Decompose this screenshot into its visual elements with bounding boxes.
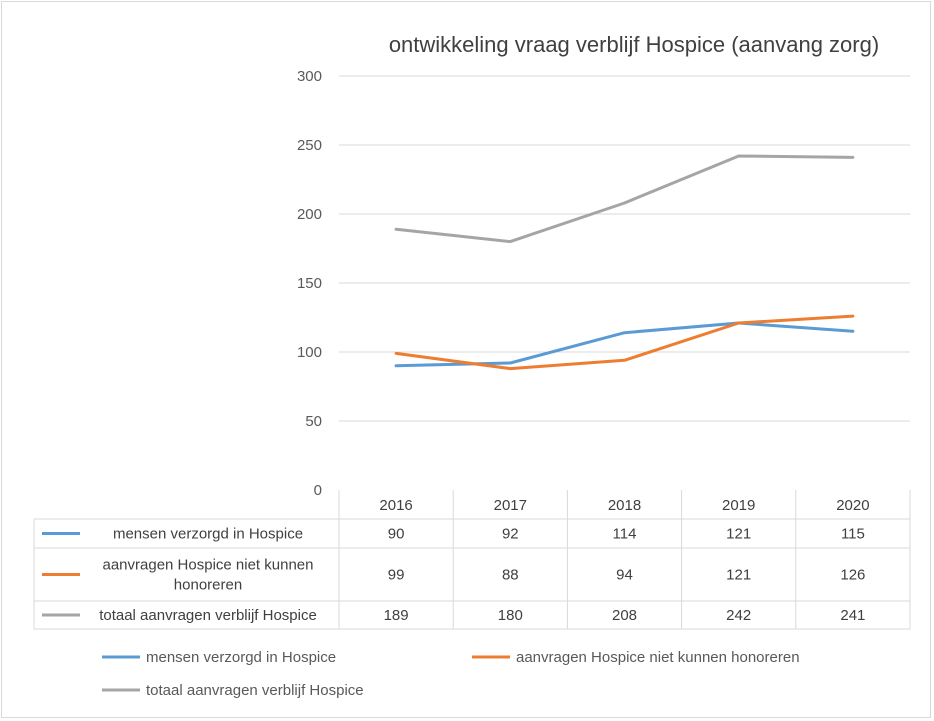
data-label: 92 (502, 526, 519, 543)
data-label: 99 (388, 567, 405, 584)
gridlines (339, 75, 910, 422)
data-label: 189 (384, 607, 409, 624)
legend-entry: totaal aanvragen verblijf Hospice (146, 682, 364, 699)
y-axis: 0 50 100 150 200 250 300 (297, 68, 322, 499)
legend-entry: aanvragen Hospice niet kunnen honoreren (516, 649, 800, 666)
x-tick-label: 2020 (836, 497, 869, 514)
data-label: 88 (502, 567, 519, 584)
table-row-label: totaal aanvragen verblijf Hospice (99, 607, 317, 624)
x-tick-label: 2017 (494, 497, 527, 514)
data-label: 208 (612, 607, 637, 624)
y-tick-label: 200 (297, 206, 322, 223)
series-line-3 (394, 154, 855, 244)
data-label: 94 (616, 567, 633, 584)
data-label: 121 (726, 526, 751, 543)
series-lines (394, 154, 855, 371)
data-table: 2016 2017 2018 2019 2020 mensen verzorgd in H… (33, 490, 911, 630)
series-line-2 (394, 314, 855, 371)
data-label: 121 (726, 567, 751, 584)
y-tick-label: 300 (297, 68, 322, 85)
x-tick-label: 2018 (608, 497, 641, 514)
legend: mensen verzorgd in Hospice aanvragen Hosp… (102, 649, 800, 699)
data-label: 180 (498, 607, 523, 624)
y-tick-label: 250 (297, 137, 322, 154)
table-row-label: mensen verzorgd in Hospice (113, 526, 303, 543)
y-tick-label: 150 (297, 275, 322, 292)
y-tick-label: 100 (297, 344, 322, 361)
data-label: 114 (613, 526, 637, 543)
data-label: 242 (726, 607, 751, 624)
y-tick-label: 50 (305, 413, 322, 430)
data-label: 90 (388, 526, 405, 543)
table-row-label: aanvragen Hospice niet kunnen honoreren (103, 557, 314, 594)
data-label: 126 (840, 567, 865, 584)
data-label: 115 (841, 526, 865, 543)
legend-entry: mensen verzorgd in Hospice (146, 649, 336, 666)
y-tick-label: 0 (314, 482, 322, 499)
chart-title: ontwikkeling vraag verblijf Hospice (aan… (389, 32, 879, 57)
x-tick-label: 2019 (722, 497, 755, 514)
x-tick-label: 2016 (379, 497, 412, 514)
data-label: 241 (840, 607, 865, 624)
